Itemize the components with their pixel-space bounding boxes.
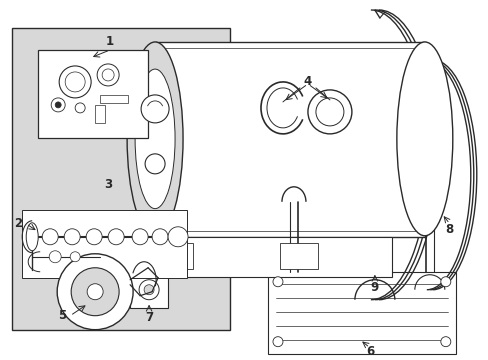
Text: 7: 7 [145,311,153,324]
Circle shape [307,90,351,134]
Circle shape [51,98,65,112]
Polygon shape [12,28,229,330]
Ellipse shape [145,154,165,174]
Circle shape [315,98,343,126]
Circle shape [102,69,114,81]
Ellipse shape [135,69,175,209]
Circle shape [97,64,119,86]
Circle shape [168,227,188,247]
Ellipse shape [396,42,452,236]
Text: 9: 9 [370,281,378,294]
Circle shape [49,251,61,263]
Bar [38,50,148,138]
Bar [155,243,193,269]
Circle shape [108,229,124,245]
Bar [280,243,317,269]
Circle shape [64,229,80,245]
Bar [130,237,391,277]
Bar [100,95,128,103]
Circle shape [71,268,119,316]
Circle shape [55,102,61,108]
Text: 1: 1 [106,36,114,49]
Text: 4: 4 [303,76,311,89]
Circle shape [87,284,103,300]
Circle shape [144,285,154,295]
Bar [22,210,187,278]
Text: 2: 2 [14,217,22,230]
Text: 6: 6 [365,345,373,358]
Bar [267,272,455,354]
Circle shape [139,280,159,300]
Circle shape [272,277,283,287]
Circle shape [65,72,85,92]
Bar [155,42,424,237]
Ellipse shape [141,95,169,123]
Circle shape [75,103,85,113]
Bar [95,105,105,123]
Circle shape [152,229,168,245]
Ellipse shape [26,223,38,251]
Circle shape [57,254,133,330]
Ellipse shape [127,42,183,236]
Text: 8: 8 [445,223,453,236]
Text: 3: 3 [104,178,112,191]
Text: 5: 5 [58,309,66,322]
Circle shape [272,337,283,347]
Circle shape [132,229,148,245]
Circle shape [70,252,80,262]
Circle shape [440,277,450,287]
Circle shape [42,229,58,245]
Bar [130,270,168,308]
Circle shape [59,66,91,98]
Circle shape [440,337,450,347]
Circle shape [86,229,102,245]
